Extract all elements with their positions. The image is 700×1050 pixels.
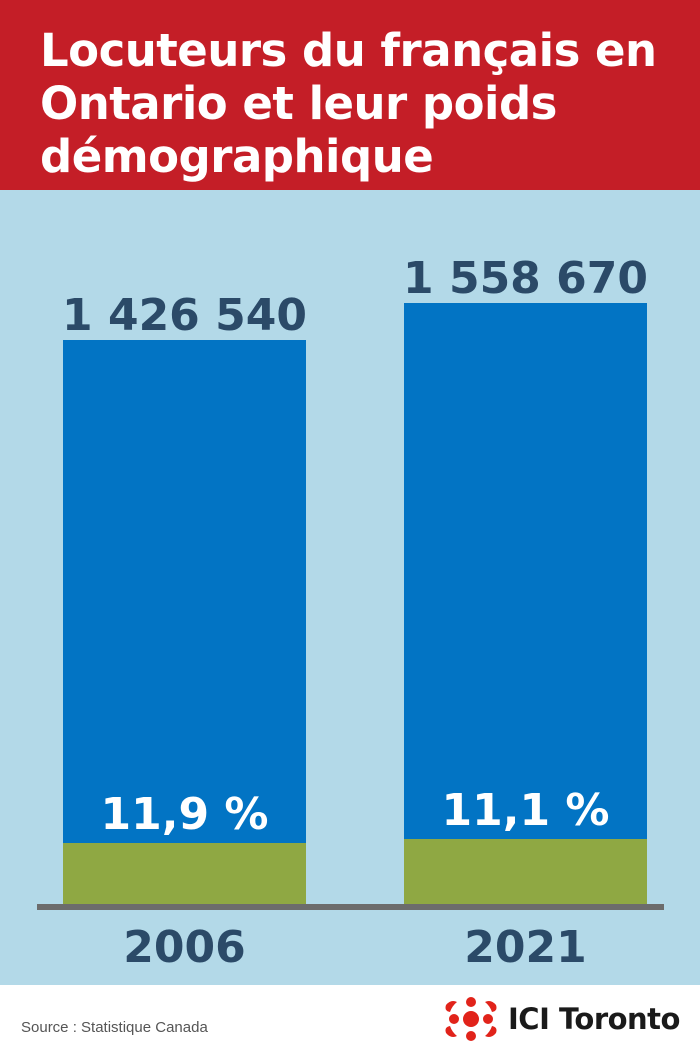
speakers-bar (63, 340, 306, 906)
share-value-label: 11,9 % (101, 789, 269, 840)
chart-title: Locuteurs du français en Ontario et leur… (40, 24, 657, 183)
radio-canada-gem-icon (445, 997, 497, 1041)
brand-logo: ICI Toronto (440, 997, 690, 1041)
chart-area: 1 426 540 11,9 % 2006 1 558 670 11,1 % 2021 (0, 190, 700, 985)
brand-name: ICI Toronto (508, 1002, 680, 1036)
share-bar (63, 843, 306, 906)
footer: Source : Statistique Canada ICI Toronto (0, 985, 700, 1050)
x-tick-label: 2006 (123, 922, 245, 973)
share-bar (404, 839, 647, 906)
header-banner: Locuteurs du français en Ontario et leur… (0, 0, 700, 190)
bar-chart: 1 426 540 11,9 % 2006 1 558 670 11,1 % 2021 (37, 253, 664, 973)
source-note: Source : Statistique Canada (21, 1019, 208, 1036)
speakers-value-label: 1 426 540 (62, 290, 307, 341)
share-value-label: 11,1 % (442, 785, 610, 836)
speakers-value-label: 1 558 670 (403, 253, 648, 304)
x-axis-line (37, 904, 664, 910)
speakers-bar (404, 303, 647, 906)
x-tick-label: 2021 (464, 922, 586, 973)
